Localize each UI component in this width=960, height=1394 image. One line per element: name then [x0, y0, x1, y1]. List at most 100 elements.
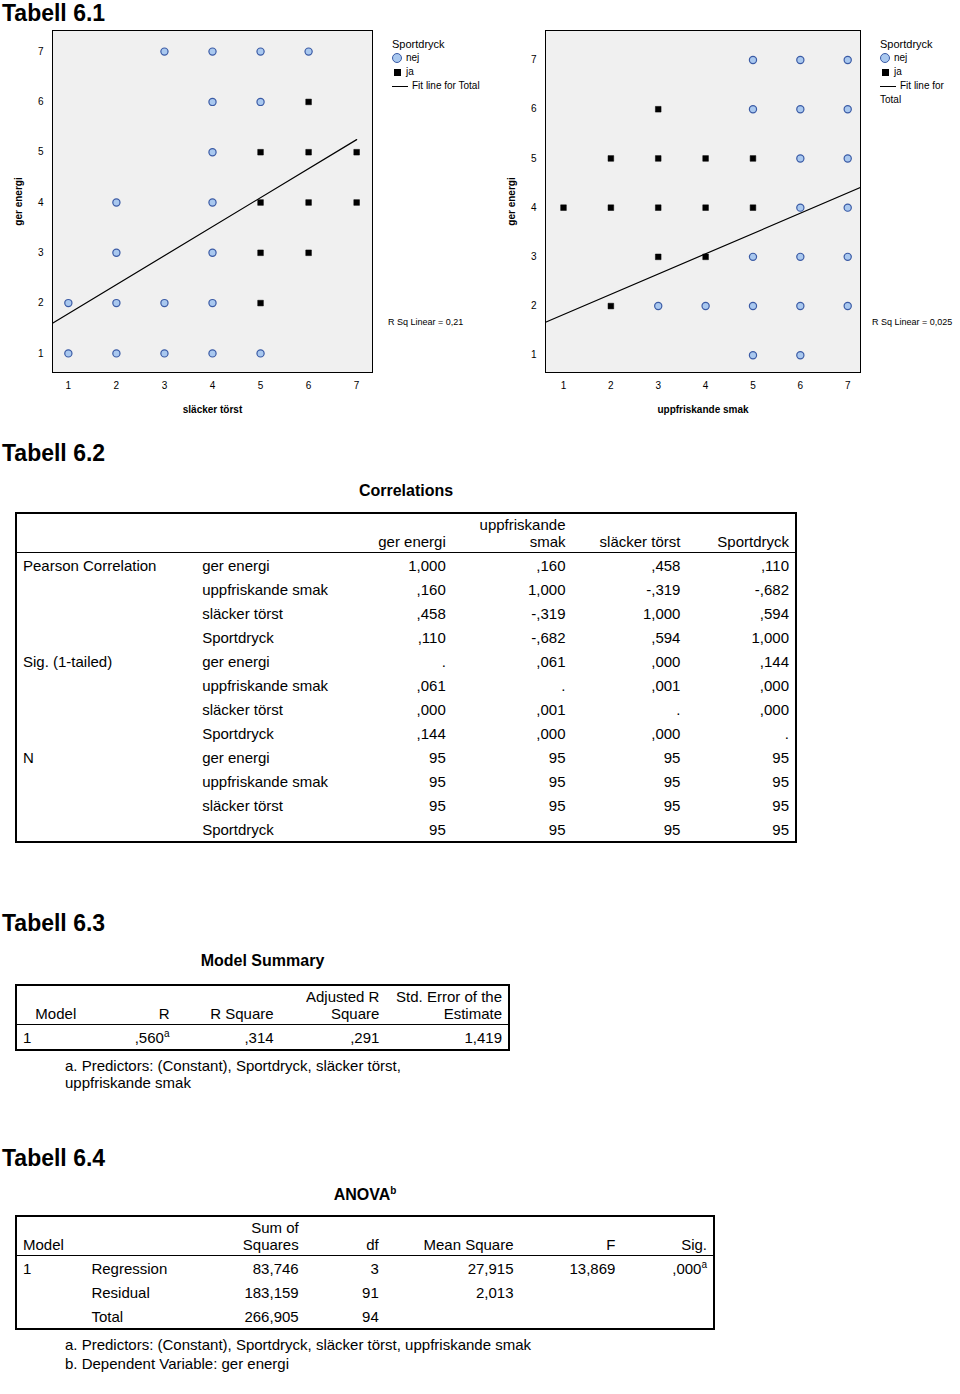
svg-text:3: 3 [38, 247, 44, 258]
html-text:,061: ,061 [416, 676, 446, 694]
html-text:släcker törst: släcker törst [202, 796, 283, 814]
html-text:Sum of Squares: Sum of Squares [242, 1219, 299, 1253]
html-text:Sportdryck: Sportdryck [202, 628, 274, 646]
svg-text:6: 6 [531, 103, 537, 114]
html-text:Tabell 6.1: Tabell 6.1 [2, 0, 106, 26]
svg-text:5: 5 [258, 380, 264, 391]
html-text:,000: ,000 [759, 700, 789, 718]
html-text:,001: ,001 [536, 700, 566, 718]
html-text:,560a: ,560a [134, 1028, 170, 1046]
svg-text:4: 4 [38, 197, 44, 208]
svg-text:ger energi: ger energi [13, 177, 24, 226]
html-text:95: 95 [663, 772, 681, 790]
html-text:Tabell 6.2: Tabell 6.2 [2, 440, 106, 466]
svg-text:2: 2 [38, 297, 44, 308]
svg-text:4: 4 [531, 202, 537, 213]
svg-text:6: 6 [306, 380, 312, 391]
html-text:Fit line for Total: Fit line for Total [880, 80, 944, 105]
html-text:ger energi: ger energi [202, 556, 270, 574]
html-text:Sig. (1-tailed): Sig. (1-tailed) [23, 652, 113, 670]
svg-text:3: 3 [162, 380, 168, 391]
html-text:,594: ,594 [759, 604, 789, 622]
html-text:uppfriskande smak: uppfriskande smak [202, 676, 329, 694]
html-text:,000: ,000 [416, 700, 446, 718]
html-text:,291: ,291 [350, 1028, 380, 1046]
html-text:1,000: 1,000 [408, 556, 446, 574]
svg-text:2: 2 [114, 380, 120, 391]
html-text:1,419: 1,419 [464, 1028, 502, 1046]
html-text:1,000: 1,000 [751, 628, 789, 646]
svg-text:1: 1 [38, 348, 44, 359]
svg-text:7: 7 [531, 54, 537, 65]
html-text:,000: ,000 [536, 724, 566, 742]
svg-text:7: 7 [845, 380, 851, 391]
html-text:,144: ,144 [416, 724, 446, 742]
svg-text:uppfriskande smak: uppfriskande smak [657, 404, 749, 415]
html-text:-,682: -,682 [754, 580, 789, 598]
html-text:,061: ,061 [536, 652, 566, 670]
svg-text:7: 7 [354, 380, 360, 391]
svg-text:5: 5 [531, 153, 537, 164]
html-text:95: 95 [548, 772, 566, 790]
html-text:83,746: 83,746 [252, 1259, 299, 1277]
html-text:-,319: -,319 [646, 580, 681, 598]
svg-text:6: 6 [798, 380, 804, 391]
svg-text:ger energi: ger energi [506, 177, 517, 226]
svg-text:1: 1 [561, 380, 567, 391]
html-text:95: 95 [663, 820, 681, 838]
html-text:1,000: 1,000 [528, 580, 566, 598]
html-text:släcker törst: släcker törst [202, 604, 283, 622]
html-text:ger energi: ger energi [202, 748, 270, 766]
html-text:uppfriskande smak: uppfriskande smak [479, 516, 566, 550]
html-text:1,000: 1,000 [642, 604, 681, 622]
html-text:95: 95 [548, 820, 566, 838]
html-text:Tabell 6.4: Tabell 6.4 [2, 1145, 106, 1171]
html-text:,001: ,001 [651, 676, 681, 694]
html-text:,314: ,314 [244, 1028, 274, 1046]
html-text:Regression: Regression [91, 1259, 168, 1277]
svg-text:2: 2 [531, 300, 537, 311]
html-text:Pearson Correlation: Pearson Correlation [23, 556, 157, 574]
html-text:,144: ,144 [759, 652, 789, 670]
html-text:uppfriskande smak: uppfriskande smak [202, 772, 329, 790]
svg-text:7: 7 [38, 46, 44, 57]
svg-text:5: 5 [750, 380, 756, 391]
svg-text:4: 4 [210, 380, 216, 391]
html-text:,000: ,000 [759, 676, 789, 694]
html-text:Tabell 6.3: Tabell 6.3 [2, 910, 106, 936]
svg-text:2: 2 [608, 380, 614, 391]
html-text:,110: ,110 [760, 556, 789, 574]
html-text:Adjusted R Square: Adjusted R Square [306, 988, 380, 1022]
html-text:95: 95 [548, 748, 566, 766]
html-text:Sportdryck: Sportdryck [202, 820, 274, 838]
html-text:-,682: -,682 [531, 628, 566, 646]
html-text:,000: ,000 [651, 652, 681, 670]
svg-text:1: 1 [531, 349, 537, 360]
html-text:95: 95 [663, 748, 681, 766]
html-text:95: 95 [663, 796, 681, 814]
html-text:,594: ,594 [651, 628, 681, 646]
svg-text:3: 3 [655, 380, 661, 391]
html-text:släcker törst: släcker törst [202, 700, 283, 718]
svg-text:3: 3 [531, 251, 537, 262]
html-text:-,319: -,319 [531, 604, 566, 622]
svg-text:5: 5 [38, 146, 44, 157]
html-text:,160: ,160 [536, 556, 566, 574]
html-text:95: 95 [548, 796, 566, 814]
svg-text:6: 6 [38, 96, 44, 107]
html-text:Sportdryck: Sportdryck [202, 724, 274, 742]
html-text:a. Predictors: (Constant), Spo: a. Predictors: (Constant), Sportdryck, s… [65, 1057, 401, 1091]
html-text:Std. Error of the Estimate: Std. Error of the Estimate [396, 988, 502, 1022]
html-text:ger energi: ger energi [202, 652, 270, 670]
html-text:,110: ,110 [417, 628, 446, 646]
svg-text:1: 1 [66, 380, 72, 391]
svg-text:släcker törst: släcker törst [183, 404, 243, 415]
html-text:,160: ,160 [416, 580, 446, 598]
html-text:,000: ,000 [651, 724, 681, 742]
html-text:,458: ,458 [416, 604, 446, 622]
html-text:,458: ,458 [651, 556, 681, 574]
html-text:27,915: 27,915 [467, 1259, 514, 1277]
html-text:uppfriskande smak: uppfriskande smak [202, 580, 329, 598]
svg-text:4: 4 [703, 380, 709, 391]
html-text:ANOVAb: ANOVAb [333, 1185, 397, 1204]
